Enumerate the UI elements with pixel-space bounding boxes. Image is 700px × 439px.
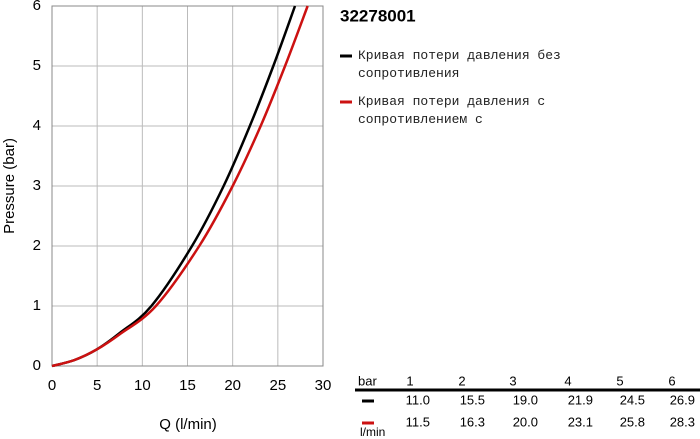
table-cell: 25.8 <box>620 414 645 429</box>
table-header: 3 <box>509 373 516 388</box>
y-tick-label: 5 <box>33 57 41 74</box>
table-header: 6 <box>668 373 675 388</box>
y-tick-label: 4 <box>33 117 41 134</box>
x-tick-label: 25 <box>269 377 286 394</box>
table-cell: 11.0 <box>406 392 430 407</box>
table-header: bar <box>358 373 377 388</box>
y-tick-label: 6 <box>33 0 41 14</box>
x-axis-label: Q (l/min) <box>159 416 217 433</box>
y-tick-label: 3 <box>33 177 41 194</box>
y-tick-label: 0 <box>33 357 41 374</box>
x-tick-label: 20 <box>224 377 241 394</box>
y-axis-label: Pressure (bar) <box>1 138 18 234</box>
plot-frame <box>51 5 324 367</box>
table-cell: 20.0 <box>513 414 538 429</box>
series-line <box>52 6 308 366</box>
legend-entry: Кривая потери давления с сопротивлением … <box>358 94 546 127</box>
table-header: 5 <box>616 373 623 388</box>
table-cell: 28.3 <box>670 414 695 429</box>
table-header: 4 <box>564 373 571 388</box>
table-header: 1 <box>406 373 413 388</box>
table-cell: 24.5 <box>620 392 645 407</box>
table-header: 2 <box>458 373 465 388</box>
table-cell: 21.9 <box>568 392 593 407</box>
x-tick-label: 10 <box>134 377 151 394</box>
table-cell: 15.5 <box>460 392 485 407</box>
x-tick-label: 0 <box>48 377 56 394</box>
x-tick-label: 5 <box>93 377 101 394</box>
table-cell: 11.5 <box>406 414 430 429</box>
legend-entry: Кривая потери давления без сопротивления <box>358 48 561 81</box>
x-tick-label: 30 <box>315 377 332 394</box>
table-cell: 19.0 <box>513 392 538 407</box>
table-unit: l/min <box>360 425 385 439</box>
x-tick-label: 15 <box>179 377 196 394</box>
table-cell: 23.1 <box>568 414 593 429</box>
chart-title: 32278001 <box>340 6 416 25</box>
table-cell: 26.9 <box>670 392 695 407</box>
table-cell: 16.3 <box>460 414 485 429</box>
y-tick-label: 1 <box>33 297 41 314</box>
y-tick-label: 2 <box>33 237 41 254</box>
